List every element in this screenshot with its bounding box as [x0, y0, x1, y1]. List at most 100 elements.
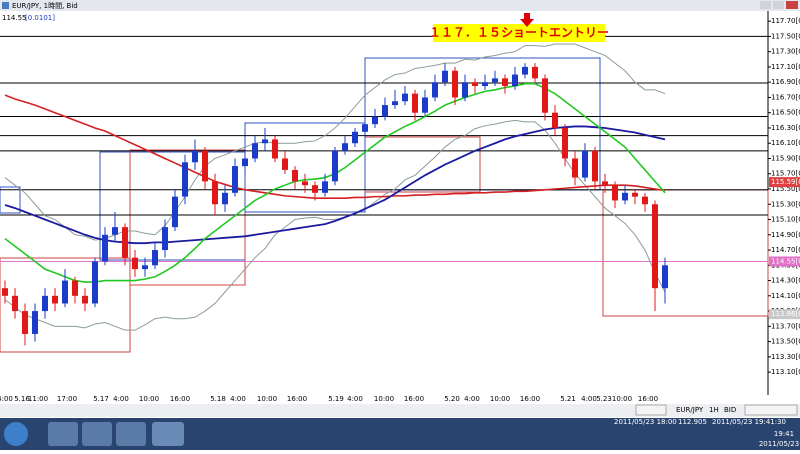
y-tick-label: 115.50[0] [771, 185, 800, 193]
candle-body [382, 105, 388, 117]
zoom-buttons[interactable] [744, 404, 798, 416]
candle-body [482, 82, 488, 87]
close-button[interactable] [786, 1, 798, 9]
candle-body [412, 93, 418, 113]
x-tick-label: 5.16 [14, 395, 30, 403]
start-button[interactable] [4, 422, 28, 446]
y-tick-label: 114.70[0] [771, 246, 800, 254]
x-tick-label: 10:00 [139, 395, 159, 403]
candle-body [102, 234, 108, 262]
x-tick-label: 17:00 [57, 395, 77, 403]
candle-body [462, 82, 468, 98]
period-select[interactable]: 1H [709, 406, 719, 414]
x-tick-label: 4:00 [464, 395, 480, 403]
candle-body [72, 280, 78, 296]
candle-body [112, 227, 118, 235]
candle-body [532, 66, 538, 79]
candle-body [292, 169, 298, 182]
x-tick-label: 4:00 [581, 395, 597, 403]
side-select[interactable]: BID [724, 406, 736, 414]
x-tick-label: 5.19 [328, 395, 344, 403]
candle-body [282, 158, 288, 170]
y-tick-label: 117.50[0] [771, 32, 800, 40]
title-bar [0, 0, 800, 11]
taskbar-explorer[interactable] [48, 422, 78, 446]
taskbar-folder[interactable] [116, 422, 146, 446]
candle-body [602, 181, 608, 186]
candle-body [132, 257, 138, 270]
tool-buttons[interactable] [635, 404, 667, 416]
candle-body [502, 78, 508, 87]
candle-body [122, 227, 128, 258]
candle-body [212, 181, 218, 205]
candle-body [562, 127, 568, 159]
candle-body [312, 185, 318, 193]
annotation-box [433, 24, 605, 42]
candle-body [162, 227, 168, 251]
y-tick-label: 116.10[0] [771, 139, 800, 147]
window-title: EUR/JPY, 1時間, Bid [12, 2, 78, 10]
y-tick-label: 113.10[0] [771, 368, 800, 376]
x-tick-label: 5.21 [560, 395, 576, 403]
candle-body [662, 265, 668, 289]
price-marker [769, 309, 800, 320]
candle-body [92, 261, 98, 304]
taskbar-ie[interactable] [82, 422, 112, 446]
y-tick-label: 113.50[0] [771, 338, 800, 346]
candle-body [322, 181, 328, 193]
annotation-arrow [520, 13, 534, 27]
y-tick-label: 117.70[0] [771, 17, 800, 25]
candle-body [262, 139, 268, 144]
x-tick-label: 11:00 [28, 395, 48, 403]
candle-body [32, 311, 38, 334]
x-tick-label: 4:00 [113, 395, 129, 403]
candle-body [182, 162, 188, 197]
price-marker-label: 115.59[0] [771, 178, 800, 186]
y-tick-label: 114.30[0] [771, 277, 800, 285]
candle-body [422, 97, 428, 113]
x-tick-label: 5.23 [596, 395, 612, 403]
x-tick-label: 16:00 [170, 395, 190, 403]
x-tick-label: 16:00 [287, 395, 307, 403]
y-tick-label: 113.30[0] [771, 353, 800, 361]
quote: 114.55 [2, 14, 27, 22]
x-tick-label: 5.18 [210, 395, 226, 403]
candle-body [642, 196, 648, 205]
clock-time: 19:41 [774, 430, 794, 438]
x-tick-label: 4:00 [230, 395, 246, 403]
candle-body [232, 166, 238, 193]
x-tick-label: 4:00 [0, 395, 13, 403]
x-tick-label: 16:00 [520, 395, 540, 403]
candle-body [332, 150, 338, 182]
status-time: 2011/05/23 18:00 [614, 418, 677, 426]
indicator-line [4, 94, 666, 199]
price-marker-label: 113.86[0] [771, 310, 800, 318]
taskbar-app[interactable] [152, 422, 184, 446]
clock-date: 2011/05/23 [759, 440, 799, 448]
candle-body [472, 82, 478, 87]
y-tick-label: 114.10[0] [771, 292, 800, 300]
symbol-select[interactable]: EUR/JPY [676, 406, 704, 414]
x-tick-label: 10:00 [612, 395, 632, 403]
candle-body [632, 192, 638, 197]
candle-body [192, 150, 198, 163]
candle-body [242, 158, 248, 167]
y-tick-label: 114.90[0] [771, 231, 800, 239]
x-tick-label: 4:00 [347, 395, 363, 403]
candle-body [372, 116, 378, 125]
candle-body [362, 124, 368, 132]
candle-body [452, 70, 458, 98]
box [0, 186, 21, 214]
maximize-button[interactable] [773, 1, 784, 9]
candle-body [522, 66, 528, 75]
price-marker [769, 256, 800, 267]
x-tick-label: 16:00 [638, 395, 658, 403]
candle-body [342, 143, 348, 151]
y-tick-label: 117.10[0] [771, 63, 800, 71]
y-tick-label: 116.30[0] [771, 124, 800, 132]
candle-body [622, 192, 628, 201]
candle-body [42, 295, 48, 312]
candle-body [12, 295, 18, 312]
minimize-button[interactable] [760, 1, 771, 9]
y-tick-label: 116.70[0] [771, 93, 800, 101]
